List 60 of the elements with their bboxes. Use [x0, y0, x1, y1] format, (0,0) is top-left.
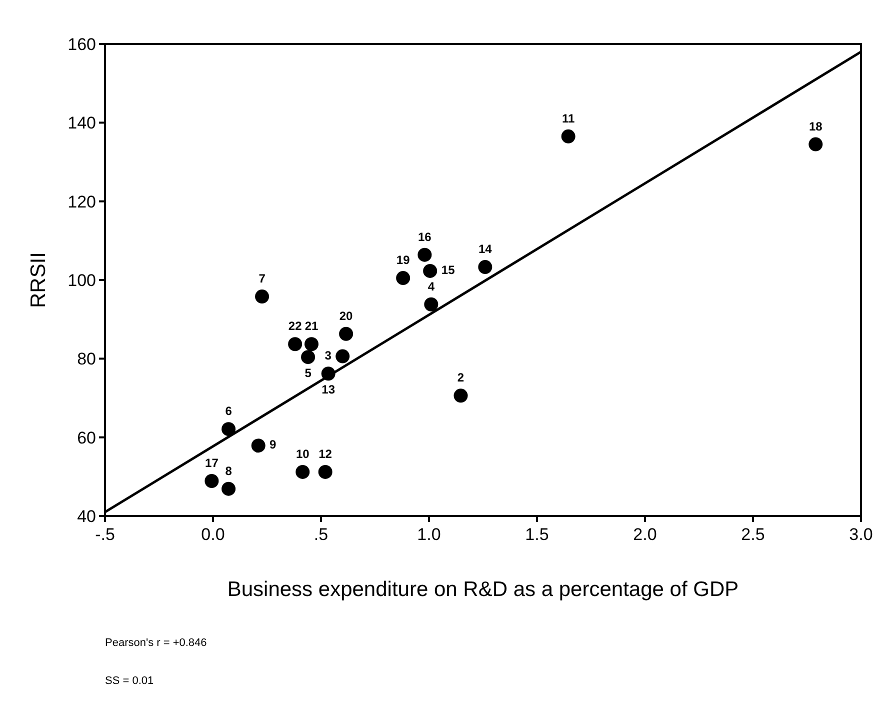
point	[336, 349, 350, 364]
annotation: 14	[478, 242, 492, 256]
text: SS = 0.01	[105, 675, 154, 687]
point	[301, 350, 316, 364]
point	[204, 474, 219, 488]
y-tick-label: 100	[68, 270, 96, 290]
annotation: 9	[270, 438, 277, 452]
x-tick-label: 2.5	[741, 525, 765, 544]
x-tick-label: .5	[314, 525, 328, 544]
annotation: 21	[304, 319, 318, 334]
point	[318, 464, 332, 479]
x-tick-label: 1.0	[417, 525, 441, 544]
point	[396, 271, 410, 286]
y-tick-label: 140	[68, 114, 96, 133]
point	[478, 260, 492, 274]
annotation: 17	[205, 456, 219, 470]
annotation: 4	[428, 279, 435, 294]
point	[304, 337, 318, 352]
annotation: 10	[296, 446, 310, 461]
x-tick-label: 2.0	[633, 525, 657, 544]
annotation: 13	[322, 382, 336, 397]
point	[222, 482, 236, 496]
point	[222, 422, 236, 436]
y-axis-title: RRSII	[27, 252, 50, 308]
point	[454, 388, 468, 403]
point	[251, 438, 266, 453]
annotation: 11	[562, 111, 575, 126]
x-axis-title: Business expenditure on R&D as a percentage of GDP	[227, 578, 739, 601]
point	[418, 248, 432, 262]
y-tick-label: 120	[68, 192, 96, 212]
annotation: 15	[441, 262, 456, 277]
annotation: 3	[324, 348, 332, 362]
y-tick-label: 80	[77, 350, 96, 369]
point	[561, 129, 576, 144]
x-tick-label: -.5	[95, 525, 115, 544]
annotation: 19	[396, 253, 410, 268]
annotation: 5	[304, 366, 312, 380]
y-tick-label: 40	[77, 506, 96, 526]
x-tick-label: 1.5	[525, 525, 549, 544]
x-tick-label: 0.0	[201, 525, 225, 544]
point	[423, 264, 438, 278]
point	[296, 464, 310, 479]
annotation: 7	[258, 272, 266, 286]
annotation: 22	[288, 319, 302, 334]
annotation: 2	[457, 370, 464, 385]
point	[339, 326, 354, 341]
annotation: 18	[808, 119, 823, 134]
x-tick-label: 3.0	[849, 525, 873, 544]
y-tick-label: 160	[68, 34, 96, 54]
text: Pearson's r = +0.846	[105, 637, 207, 649]
annotation: 16	[418, 230, 432, 244]
y-tick-label: 60	[77, 428, 96, 448]
point	[424, 297, 438, 312]
annotation: 6	[225, 404, 232, 418]
point	[288, 337, 302, 352]
point	[255, 290, 270, 304]
annotation: 8	[225, 464, 232, 478]
annotation: 12	[318, 446, 332, 461]
annotation: 20	[339, 308, 354, 323]
point	[808, 137, 823, 152]
